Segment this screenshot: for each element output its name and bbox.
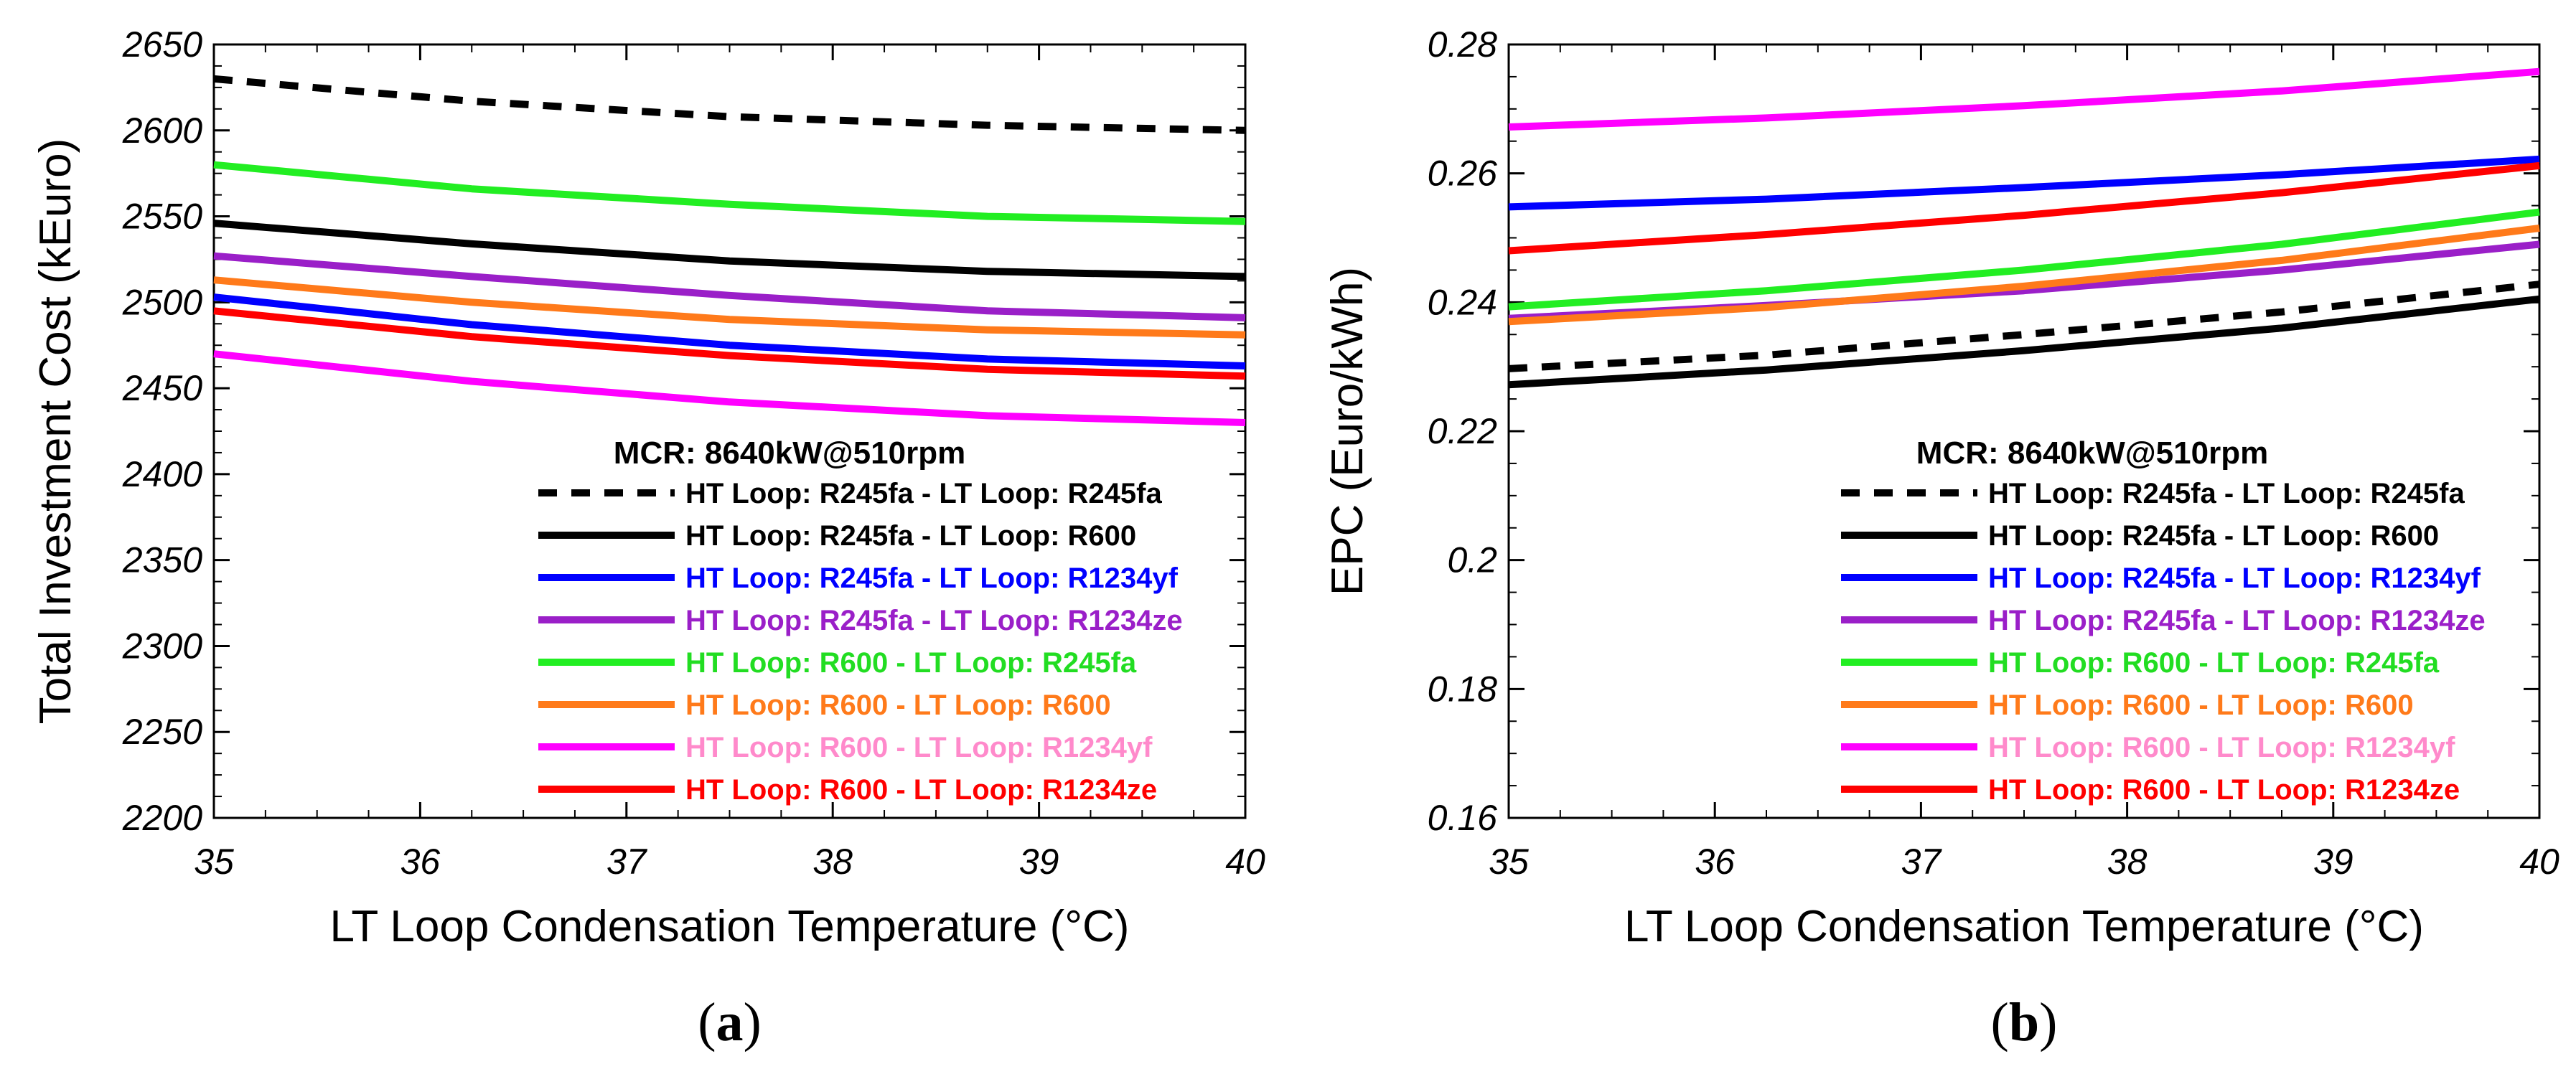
series-line-8 [1508, 161, 2540, 255]
x-axis-title: LT Loop Condensation Temperature (°C) [330, 902, 1130, 951]
series-line-7 [213, 350, 1246, 426]
series-line-4 [1508, 240, 2540, 322]
x-tick-label: 37 [606, 842, 648, 882]
y-tick-label: 0.26 [1428, 154, 1498, 194]
legend-label-4: HT Loop: R245fa - LT Loop: R1234ze [1988, 605, 2486, 636]
panel-label: (b) [1991, 992, 2058, 1052]
y-tick-label: 0.28 [1428, 24, 1498, 65]
legend-label-7: HT Loop: R600 - LT Loop: R1234yf [685, 732, 1153, 763]
y-tick-label: 0.2 [1447, 540, 1497, 580]
y-tick-label: 2450 [122, 368, 202, 408]
y-tick-label: 2350 [122, 540, 202, 580]
series-line-5 [1508, 208, 2540, 311]
y-tick-label: 2600 [122, 110, 202, 151]
legend-label-8: HT Loop: R600 - LT Loop: R1234ze [685, 774, 1157, 806]
series-line-1 [1508, 281, 2540, 372]
chart-panel-a: 2200 2250 2300 2350 2400 2450 2500 2550 2600 2650… [31, 24, 1265, 1052]
y-tick-label: 2500 [122, 282, 202, 322]
x-tick-label: 35 [1489, 842, 1529, 882]
y-tick-label: 2550 [122, 197, 202, 237]
y-tick-label: 2200 [122, 798, 202, 838]
x-tick-label: 37 [1901, 842, 1943, 882]
legend-label-2: HT Loop: R245fa - LT Loop: R600 [685, 520, 1136, 552]
legend-label-6: HT Loop: R600 - LT Loop: R600 [685, 689, 1111, 721]
series-line-3 [213, 293, 1246, 369]
legend-label-1: HT Loop: R245fa - LT Loop: R245fa [1988, 478, 2465, 509]
series-line-6 [213, 276, 1246, 339]
series-line-4 [213, 252, 1246, 321]
series-line-8 [213, 307, 1246, 380]
legend-label-3: HT Loop: R245fa - LT Loop: R1234yf [1988, 562, 2481, 594]
x-tick-label: 38 [2107, 842, 2148, 882]
legend-label-6: HT Loop: R600 - LT Loop: R600 [1988, 689, 2414, 721]
series-line-6 [1508, 225, 2540, 326]
legend-label-3: HT Loop: R245fa - LT Loop: R1234yf [685, 562, 1179, 594]
x-tick-label: 36 [1695, 842, 1735, 882]
x-tick-label: 35 [194, 842, 234, 882]
legend-label-8: HT Loop: R600 - LT Loop: R1234ze [1988, 774, 2460, 806]
legend-label-5: HT Loop: R600 - LT Loop: R245fa [685, 647, 1137, 679]
y-tick-label: 0.16 [1428, 798, 1498, 838]
series-line-7 [1508, 67, 2540, 131]
y-tick-label: 0.18 [1428, 669, 1498, 709]
legend-title: MCR: 8640kW@510rpm [614, 435, 965, 471]
y-axis-title: EPC (Euro/kWh) [1323, 267, 1372, 595]
y-tick-label: 2250 [122, 712, 202, 752]
y-tick-label: 2650 [122, 24, 202, 65]
y-tick-label: 0.24 [1428, 282, 1497, 322]
legend-label-4: HT Loop: R245fa - LT Loop: R1234ze [685, 605, 1183, 636]
x-tick-label: 38 [812, 842, 853, 882]
y-axis-title: Total Investment Cost (kEuro) [31, 138, 80, 725]
series-line-2 [1508, 295, 2540, 389]
legend-label-1: HT Loop: R245fa - LT Loop: R245fa [685, 478, 1162, 509]
legend-label-2: HT Loop: R245fa - LT Loop: R600 [1988, 520, 2439, 552]
chart-panel-b: 0.16 0.18 0.2 0.22 0.24 0.26 0.28 35 36 37 38 39 40 L… [1323, 24, 2559, 1052]
panel-label: (a) [698, 992, 762, 1052]
legend-title: MCR: 8640kW@510rpm [1916, 435, 2268, 471]
series-line-1 [213, 75, 1246, 134]
legend-label-5: HT Loop: R600 - LT Loop: R245fa [1988, 647, 2440, 679]
series-line-3 [1508, 155, 2540, 211]
x-tick-label: 39 [2313, 842, 2353, 882]
x-tick-label: 40 [2519, 842, 2559, 882]
series-line-2 [213, 220, 1246, 281]
series-line-5 [213, 161, 1246, 225]
x-axis-title: LT Loop Condensation Temperature (°C) [1624, 902, 2424, 951]
x-tick-label: 36 [401, 842, 441, 882]
x-tick-label: 40 [1225, 842, 1265, 882]
x-tick-label: 39 [1019, 842, 1059, 882]
legend-label-7: HT Loop: R600 - LT Loop: R1234yf [1988, 732, 2455, 763]
y-tick-label: 2300 [122, 626, 202, 666]
y-tick-label: 2400 [122, 454, 202, 494]
y-tick-label: 0.22 [1428, 411, 1498, 451]
